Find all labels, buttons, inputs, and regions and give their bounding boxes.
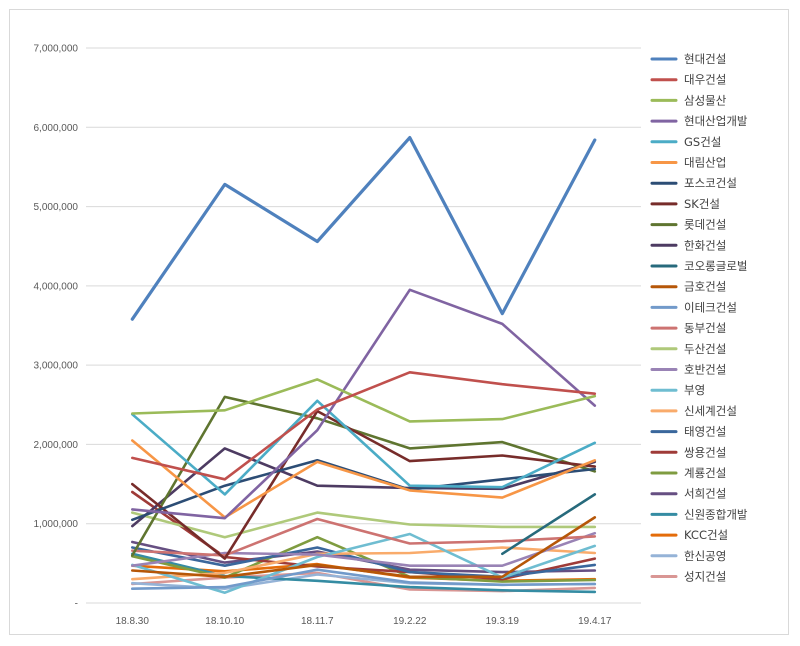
legend-label: 한신공영 xyxy=(684,549,726,563)
legend-label: 동부건설 xyxy=(684,321,726,335)
series-line xyxy=(131,490,597,581)
legend-label: 호반건설 xyxy=(684,363,726,377)
x-tick-label: 18.10.10 xyxy=(205,616,244,627)
legend-label: 포스코건설 xyxy=(684,176,737,190)
legend-label: 대림산업 xyxy=(684,156,726,170)
line-chart: - 1,000,000 2,000,000 3,000,000 4,000,000 5,0… xyxy=(34,44,748,628)
series-line xyxy=(131,516,597,579)
legend-label: 성지건설 xyxy=(684,570,726,584)
series-lines xyxy=(130,136,597,594)
series-line xyxy=(131,371,597,481)
series-line xyxy=(131,439,597,519)
legend-label: 이테크건설 xyxy=(684,300,737,314)
legend-label: 코오롱글로벌 xyxy=(684,259,747,273)
legend-label: KCC건설 xyxy=(684,528,728,542)
legend-label: 삼성물산 xyxy=(684,93,727,107)
x-tick-label: 19.3.19 xyxy=(486,616,520,627)
x-tick-label: 19.4.17 xyxy=(578,616,612,627)
x-tick-label: 18.11.7 xyxy=(301,616,334,627)
series-line xyxy=(131,552,597,594)
y-tick-label: - xyxy=(75,599,78,610)
legend-label: 롯데건설 xyxy=(684,218,726,232)
legend-label: 현대건설 xyxy=(684,52,726,66)
series-line xyxy=(131,568,597,590)
legend-label: 현대산업개발 xyxy=(684,114,748,128)
y-tick-label: 2,000,000 xyxy=(34,440,79,451)
legend-label: 신세계건설 xyxy=(684,404,737,418)
x-axis: 18.8.30 18.10.10 18.11.7 19.2.22 19.3.19 19.4… xyxy=(116,616,612,627)
chart-frame: - 1,000,000 2,000,000 3,000,000 4,000,000 5,0… xyxy=(9,9,789,635)
legend-label: 한화건설 xyxy=(684,238,726,252)
x-tick-label: 18.8.30 xyxy=(116,616,150,627)
legend-label: 쌍용건설 xyxy=(684,445,726,459)
series-line xyxy=(131,288,597,520)
series-line xyxy=(131,378,597,423)
series-line xyxy=(131,409,597,560)
y-tick-label: 4,000,000 xyxy=(34,281,79,292)
legend-label: 계룡건설 xyxy=(684,466,726,480)
y-tick-label: 3,000,000 xyxy=(34,361,79,372)
y-tick-label: 5,000,000 xyxy=(34,202,79,213)
y-tick-label: 1,000,000 xyxy=(34,519,79,530)
series-line xyxy=(131,546,597,581)
series-line xyxy=(131,395,597,557)
y-tick-label: 6,000,000 xyxy=(34,123,79,134)
y-axis: - 1,000,000 2,000,000 3,000,000 4,000,000 5,0… xyxy=(34,44,79,610)
series-line xyxy=(131,511,597,539)
legend-label: 두산건설 xyxy=(684,342,726,356)
series-line xyxy=(131,447,597,528)
legend-label: 서희건설 xyxy=(684,487,726,501)
series-line xyxy=(501,493,597,556)
legend-label: GS건설 xyxy=(684,135,721,149)
legend-label: 신원종합개발 xyxy=(684,507,748,521)
x-tick-label: 19.2.22 xyxy=(393,616,427,627)
legend-label: 금호건설 xyxy=(684,280,726,294)
legend-label: 대우건설 xyxy=(684,73,726,87)
legend-label: 태영건설 xyxy=(684,425,726,439)
series-line xyxy=(131,517,597,557)
legend-label: 부영 xyxy=(684,383,705,397)
series-line xyxy=(130,136,597,321)
y-tick-label: 7,000,000 xyxy=(34,44,79,55)
legend-label: SK건설 xyxy=(684,197,720,211)
series-line xyxy=(131,399,597,496)
